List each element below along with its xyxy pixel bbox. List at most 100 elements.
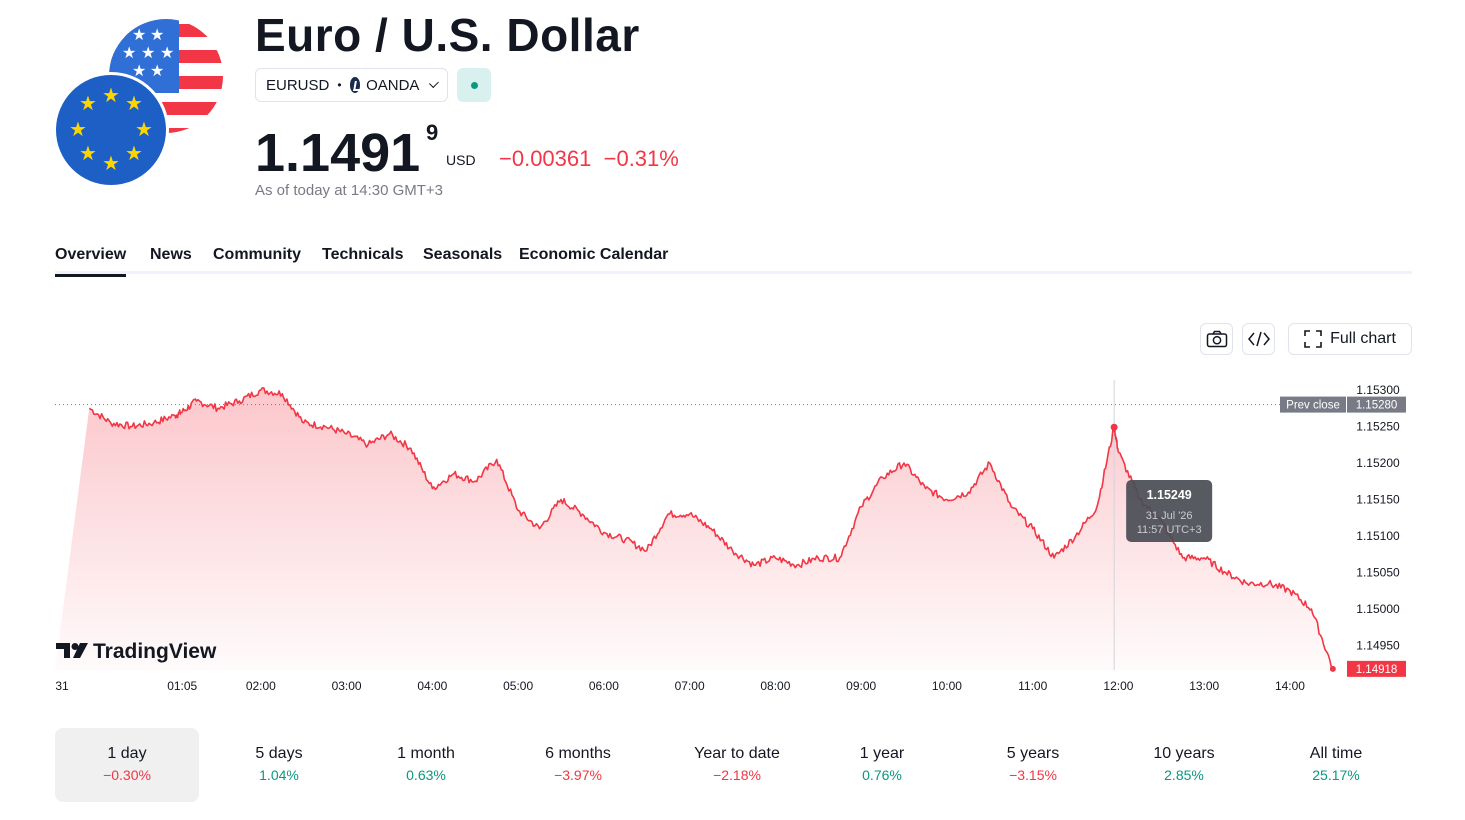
x-tick-label: 04:00 [417, 679, 447, 693]
x-tick-label: 02:00 [246, 679, 276, 693]
range-10-years[interactable]: 10 years 2.85% [1112, 728, 1256, 802]
svg-text:★: ★ [125, 141, 143, 165]
tradingview-logo-icon [56, 643, 88, 658]
full-chart-button[interactable]: Full chart [1288, 323, 1412, 355]
x-tick-label: 01:05 [167, 679, 197, 693]
eu-flag-icon [56, 75, 166, 185]
price-currency: USD [446, 152, 476, 168]
exchange-name: OANDA [366, 76, 420, 94]
range-all-time[interactable]: All time 25.17% [1264, 728, 1408, 802]
price-area [55, 387, 1333, 670]
svg-text:★: ★ [150, 25, 164, 44]
range-label: 5 days [255, 745, 303, 762]
watermark-text: TradingView [93, 640, 217, 663]
svg-text:★: ★ [69, 117, 87, 141]
as-of-timestamp: As of today at 14:30 GMT+3 [255, 182, 444, 199]
embed-button[interactable] [1242, 323, 1275, 355]
svg-text:★: ★ [102, 151, 120, 175]
y-tick-label: 1.15300 [1356, 383, 1400, 397]
range-change-pct: 1.04% [259, 767, 299, 783]
x-tick-label: 05:00 [503, 679, 533, 693]
range-label: 1 month [397, 745, 455, 762]
svg-text:★: ★ [125, 91, 143, 115]
symbol-ticker: EURUSD [266, 76, 330, 94]
time-range-selector: 1 day −0.30% 5 days 1.04% 1 month 0.63% 6 mont… [55, 728, 1412, 802]
svg-text:★: ★ [132, 61, 146, 80]
last-price-value: 1.14918 [1356, 664, 1398, 676]
x-tick-label: 07:00 [675, 679, 705, 693]
code-icon [1247, 331, 1270, 347]
separator: • [337, 78, 342, 92]
y-tick-label: 1.15200 [1356, 456, 1400, 470]
price-chart[interactable]: 1.15300 1.15250 1.15200 1.15150 1.15100 1.150… [0, 370, 1465, 700]
svg-text:★: ★ [122, 43, 136, 62]
x-tick-label: 09:00 [846, 679, 876, 693]
tab-economic-calendar[interactable]: Economic Calendar [519, 246, 669, 263]
chart-tooltip [1126, 480, 1213, 542]
range-6-months[interactable]: 6 months −3.97% [506, 728, 650, 802]
svg-text:★: ★ [160, 43, 174, 62]
prev-close-value: 1.15280 [1356, 400, 1398, 412]
range-label: 1 day [107, 745, 147, 762]
range-change-pct: −3.15% [1009, 767, 1057, 783]
range-change-pct: 2.85% [1164, 767, 1204, 783]
tab-overview[interactable]: Overview [55, 246, 127, 277]
range-label: 10 years [1153, 745, 1215, 762]
camera-icon [1206, 330, 1227, 348]
last-price-dot [1329, 665, 1336, 672]
price-change: −0.00361 −0.31% [499, 146, 679, 172]
price-line [88, 387, 1334, 670]
x-tick-label: 10:00 [932, 679, 962, 693]
x-tick-label: 11:00 [1018, 679, 1047, 693]
y-tick-label: 1.15100 [1356, 529, 1400, 543]
tab-technicals[interactable]: Technicals [322, 246, 404, 263]
range-5-years[interactable]: 5 years −3.15% [961, 728, 1105, 802]
x-tick-label: 12:00 [1103, 679, 1133, 693]
tradingview-watermark[interactable]: TradingView [56, 640, 217, 663]
symbol-selector[interactable]: EURUSD • OANDA [255, 68, 448, 102]
price-change-pct: −0.31% [603, 146, 679, 171]
last-price-tag [1347, 660, 1406, 677]
range-5-days[interactable]: 5 days 1.04% [207, 728, 351, 802]
tab-community[interactable]: Community [213, 246, 301, 263]
svg-text:★: ★ [132, 25, 146, 44]
tab-seasonals[interactable]: Seasonals [423, 246, 503, 263]
market-status-badge[interactable] [457, 68, 491, 102]
y-tick-label: 1.14950 [1356, 639, 1400, 653]
range-label: 1 year [859, 745, 905, 762]
range-label: 6 months [545, 745, 611, 762]
svg-text:★: ★ [150, 61, 164, 80]
expand-icon [1304, 330, 1322, 348]
range-1-year[interactable]: 1 year 0.76% [810, 728, 954, 802]
range-change-pct: −2.18% [713, 767, 761, 783]
range-1-month[interactable]: 1 month 0.63% [354, 728, 498, 802]
tooltip-time: 11:57 UTC+3 [1137, 524, 1202, 536]
x-tick-label: 14:00 [1275, 679, 1305, 693]
y-tick-label: 1.15250 [1356, 420, 1400, 434]
range-label: Year to date [694, 745, 780, 762]
svg-text:★: ★ [102, 83, 120, 107]
range-label: All time [1309, 745, 1363, 762]
price-main: 1.1491 [255, 123, 421, 183]
range-label: 5 years [1006, 745, 1060, 762]
tab-bar: Overview News Community Technicals Seaso… [55, 244, 1412, 277]
hover-point [1110, 423, 1118, 431]
price-last-digit: 9 [426, 120, 439, 145]
range-year-to-date[interactable]: Year to date −2.18% [665, 728, 809, 802]
y-tick-label: 1.15050 [1356, 566, 1400, 580]
range-change-pct: 0.76% [862, 767, 902, 783]
range-1-day[interactable]: 1 day −0.30% [55, 728, 199, 802]
full-chart-label: Full chart [1330, 330, 1396, 347]
status-dot-icon [470, 81, 478, 89]
svg-text:★: ★ [79, 141, 97, 165]
currency-flags-icon: ★ ★ ★ ★ ★ ★ ★ ★ ★ ★ ★ ★ ★ ★ ★ [54, 19, 223, 188]
x-tick-label: 06:00 [589, 679, 619, 693]
snapshot-button[interactable] [1200, 323, 1233, 355]
svg-text:★: ★ [141, 43, 155, 62]
tab-news[interactable]: News [150, 246, 192, 263]
range-change-pct: 0.63% [406, 767, 446, 783]
x-tick-label: 31 [55, 679, 69, 693]
y-tick-label: 1.15150 [1356, 493, 1400, 507]
x-tick-label: 08:00 [760, 679, 790, 693]
prev-close-label: Prev close [1286, 400, 1340, 412]
